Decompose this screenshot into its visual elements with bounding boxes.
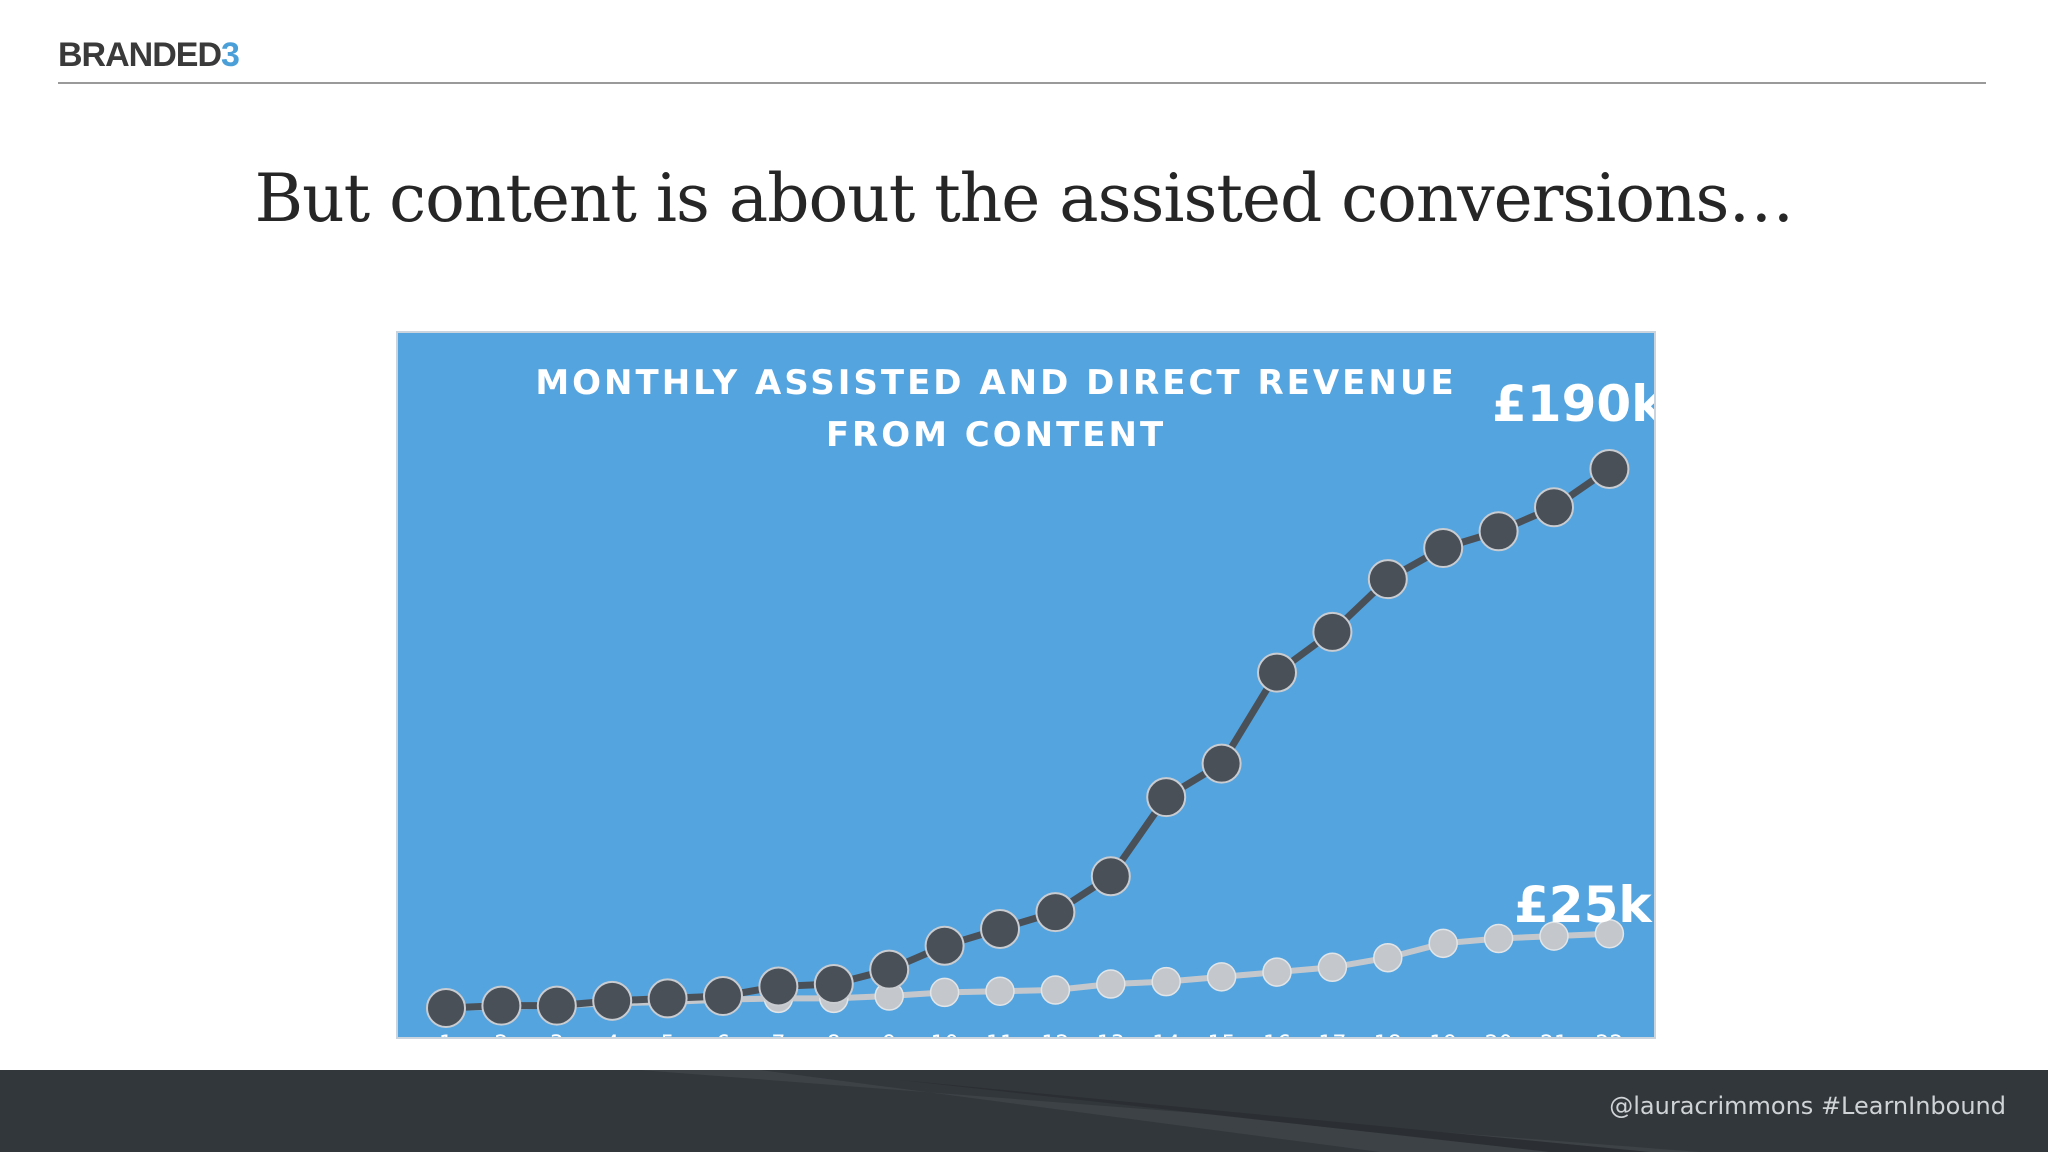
assisted-data-point xyxy=(1035,892,1076,933)
x-tick-label: 19 xyxy=(1429,1032,1457,1037)
assisted-data-point xyxy=(426,988,466,1028)
direct-data-point xyxy=(1096,969,1126,999)
footer-bar: @lauracrimmons #LearnInbound xyxy=(0,1070,2048,1152)
footer-handles: @lauracrimmons #LearnInbound xyxy=(1609,1092,2006,1120)
assisted-data-point xyxy=(1201,743,1242,784)
assisted-data-point xyxy=(813,964,854,1005)
x-tick-label: 5 xyxy=(661,1032,675,1037)
assisted-data-point xyxy=(1257,652,1297,693)
x-tick-label: 16 xyxy=(1263,1032,1291,1037)
direct-data-point xyxy=(1539,921,1569,951)
assisted-data-point xyxy=(1478,511,1519,552)
assisted-data-point xyxy=(1589,448,1630,489)
direct-data-point xyxy=(929,977,960,1008)
assisted-data-point xyxy=(703,976,743,1017)
assisted-data-point xyxy=(1146,777,1187,818)
x-tick-label: 12 xyxy=(1041,1032,1069,1037)
assisted-data-point xyxy=(924,925,965,966)
footer-decoration xyxy=(640,1070,1700,1152)
assisted-data-point xyxy=(1534,487,1574,528)
assisted-data-point xyxy=(980,908,1020,949)
assisted-data-point xyxy=(1423,528,1464,568)
assisted-series-line xyxy=(445,466,1612,1012)
direct-data-point xyxy=(985,976,1015,1006)
x-tick-label: 9 xyxy=(882,1032,896,1037)
x-tick-label: 4 xyxy=(605,1032,619,1037)
x-tick-label: 20 xyxy=(1485,1032,1513,1037)
direct-data-point xyxy=(1262,957,1292,987)
assisted-data-point xyxy=(1312,611,1353,652)
revenue-chart: 12345678910111213141516171819202122 MONT… xyxy=(396,331,1656,1039)
x-tick-label: 15 xyxy=(1208,1032,1236,1037)
x-tick-label: 18 xyxy=(1374,1032,1402,1037)
chart-canvas: 12345678910111213141516171819202122 xyxy=(426,448,1630,1037)
chart-title-line-1: MONTHLY ASSISTED AND DIRECT REVENUE xyxy=(535,363,1457,403)
direct-data-point xyxy=(1483,923,1514,954)
x-tick-label: 1 xyxy=(439,1032,453,1037)
x-tick-label: 21 xyxy=(1540,1032,1568,1037)
assisted-data-point xyxy=(592,980,633,1021)
x-tick-label: 3 xyxy=(550,1032,564,1037)
assisted-data-point xyxy=(481,985,522,1026)
direct-data-point xyxy=(1317,952,1348,983)
x-tick-label: 7 xyxy=(771,1032,785,1037)
assisted-data-point xyxy=(869,949,910,990)
x-tick-label: 10 xyxy=(931,1032,959,1037)
chart-title-line-2: FROM CONTENT xyxy=(825,415,1167,455)
x-tick-label: 14 xyxy=(1152,1032,1180,1037)
assisted-data-point xyxy=(536,985,577,1026)
header-divider xyxy=(58,82,1986,84)
direct-data-point xyxy=(1151,966,1181,997)
x-tick-label: 2 xyxy=(494,1032,508,1037)
direct-data-point xyxy=(1428,928,1458,959)
assisted-data-point xyxy=(758,966,799,1007)
x-tick-label: 13 xyxy=(1097,1032,1125,1037)
assisted-revenue-label: £190k xyxy=(1492,375,1656,433)
assisted-data-point xyxy=(1090,856,1131,897)
x-tick-label: 8 xyxy=(827,1032,841,1037)
x-tick-label: 11 xyxy=(986,1032,1014,1037)
direct-data-point xyxy=(1373,942,1403,973)
branded3-logo: BRANDED3 xyxy=(58,36,240,74)
slide-title: But content is about the assisted conver… xyxy=(254,160,1795,237)
assisted-data-point xyxy=(647,978,688,1019)
x-tick-label: 17 xyxy=(1318,1032,1346,1037)
assisted-data-point xyxy=(1367,559,1408,600)
x-tick-label: 6 xyxy=(716,1032,730,1037)
x-tick-label: 22 xyxy=(1595,1032,1623,1037)
direct-data-point xyxy=(1040,975,1071,1005)
direct-data-point xyxy=(1594,918,1625,949)
direct-revenue-label: £25k xyxy=(1514,876,1652,934)
direct-data-point xyxy=(1206,962,1237,992)
